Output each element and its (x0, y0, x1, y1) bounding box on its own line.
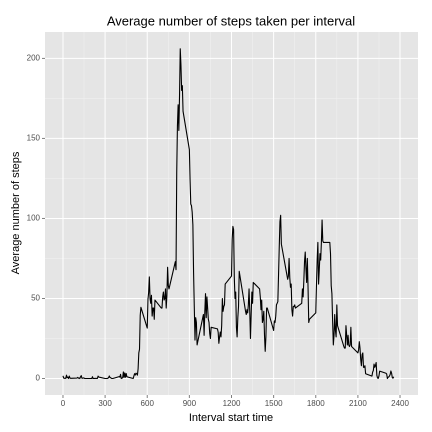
y-tick-label: 150 (27, 134, 41, 143)
x-tick-label: 1800 (307, 399, 325, 408)
y-axis-title: Average number of steps (10, 151, 22, 274)
data-line (62, 48, 395, 380)
y-tick-label: 100 (27, 214, 41, 223)
x-tick-label: 300 (98, 399, 112, 408)
y-tick-label: 200 (27, 54, 41, 63)
y-tick-label: 50 (31, 294, 40, 303)
x-tick-label: 1500 (265, 399, 283, 408)
x-tick-label: 1200 (223, 399, 241, 408)
x-tick-label: 0 (61, 399, 66, 408)
x-tick-label: 600 (141, 399, 155, 408)
x-tick-label: 2400 (391, 399, 409, 408)
x-tick-label: 2100 (349, 399, 367, 408)
x-tick-label: 900 (183, 399, 197, 408)
y-tick-label: 0 (36, 374, 41, 383)
chart-title: Average number of steps taken per interv… (107, 13, 355, 28)
x-axis-title: Interval start time (189, 412, 273, 424)
